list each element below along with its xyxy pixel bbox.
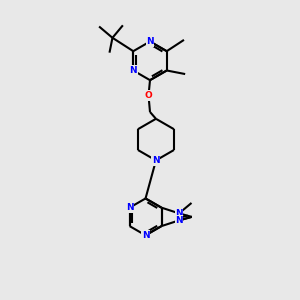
Text: N: N (126, 203, 134, 212)
Text: N: N (175, 216, 183, 225)
Text: N: N (146, 37, 154, 46)
Text: N: N (175, 209, 183, 218)
Text: N: N (142, 231, 149, 240)
Text: N: N (130, 66, 137, 75)
Text: O: O (145, 91, 152, 100)
Text: N: N (152, 156, 160, 165)
